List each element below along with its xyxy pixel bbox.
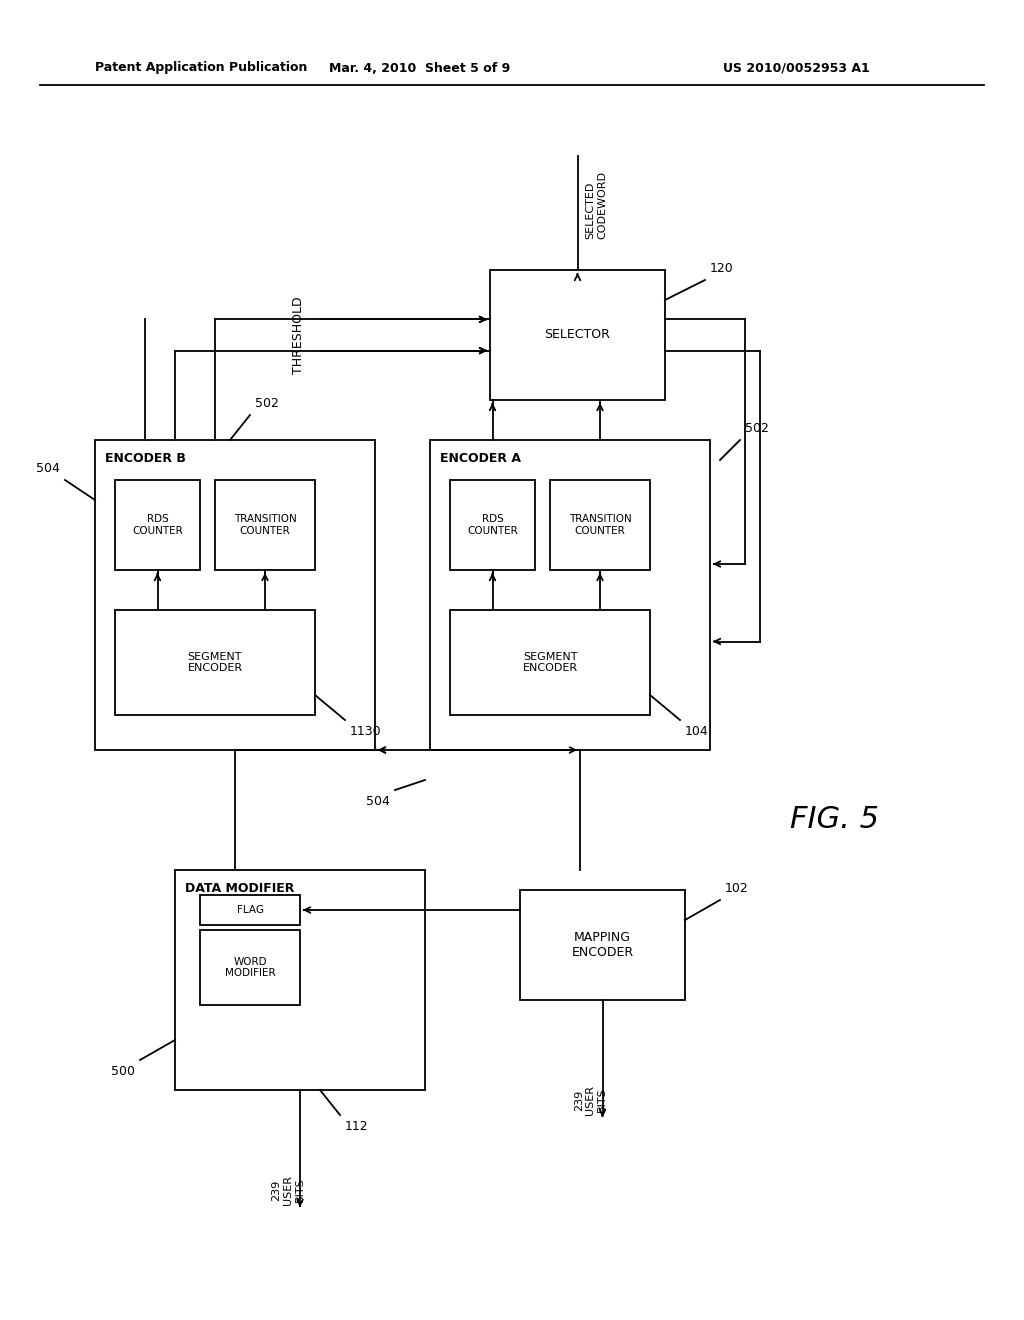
Text: WORD
MODIFIER: WORD MODIFIER <box>224 957 275 978</box>
Bar <box>175 870 425 1090</box>
Text: 1130: 1130 <box>350 725 382 738</box>
Bar <box>430 440 710 750</box>
Bar <box>200 895 300 925</box>
Text: FLAG: FLAG <box>237 906 263 915</box>
Text: SELECTED
CODEWORD: SELECTED CODEWORD <box>586 172 607 239</box>
Bar <box>200 931 300 1005</box>
Text: ENCODER A: ENCODER A <box>440 451 521 465</box>
Text: 504: 504 <box>36 462 60 475</box>
Bar <box>215 480 315 570</box>
Text: 102: 102 <box>725 882 749 895</box>
Text: TRANSITION
COUNTER: TRANSITION COUNTER <box>568 515 632 536</box>
Text: Mar. 4, 2010  Sheet 5 of 9: Mar. 4, 2010 Sheet 5 of 9 <box>330 62 511 74</box>
Bar <box>490 271 665 400</box>
Text: 500: 500 <box>111 1065 135 1078</box>
Text: US 2010/0052953 A1: US 2010/0052953 A1 <box>723 62 870 74</box>
Text: RDS
COUNTER: RDS COUNTER <box>467 515 518 536</box>
Text: 120: 120 <box>710 261 734 275</box>
Text: 239
USER
BITS: 239 USER BITS <box>573 1085 607 1115</box>
Bar <box>550 480 650 570</box>
Text: SEGMENT
ENCODER: SEGMENT ENCODER <box>522 652 578 673</box>
Bar <box>450 610 650 715</box>
Text: MAPPING
ENCODER: MAPPING ENCODER <box>571 931 634 960</box>
Text: 504: 504 <box>367 795 390 808</box>
Bar <box>450 480 535 570</box>
Text: RDS
COUNTER: RDS COUNTER <box>132 515 183 536</box>
Bar <box>115 480 200 570</box>
Bar <box>95 440 375 750</box>
Text: 104: 104 <box>685 725 709 738</box>
Text: 502: 502 <box>255 397 279 411</box>
Text: THRESHOLD: THRESHOLD <box>292 296 305 374</box>
Text: SELECTOR: SELECTOR <box>545 329 610 342</box>
Text: TRANSITION
COUNTER: TRANSITION COUNTER <box>233 515 296 536</box>
Bar <box>115 610 315 715</box>
Text: Patent Application Publication: Patent Application Publication <box>95 62 307 74</box>
Text: DATA MODIFIER: DATA MODIFIER <box>185 882 294 895</box>
Bar <box>520 890 685 1001</box>
Text: 239
USER
BITS: 239 USER BITS <box>271 1175 304 1205</box>
Text: ENCODER B: ENCODER B <box>105 451 186 465</box>
Text: FIG. 5: FIG. 5 <box>790 805 879 834</box>
Text: SEGMENT
ENCODER: SEGMENT ENCODER <box>187 652 243 673</box>
Text: 502: 502 <box>745 422 769 436</box>
Text: 112: 112 <box>345 1119 369 1133</box>
